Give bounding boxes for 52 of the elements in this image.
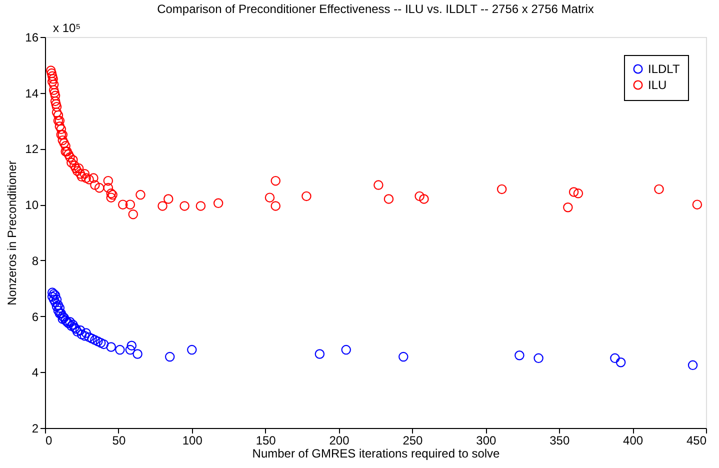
- point: [48, 294, 59, 304]
- point: [106, 342, 116, 352]
- point: [341, 344, 351, 355]
- point: [688, 360, 698, 370]
- y-tick-label: 8: [32, 254, 39, 268]
- point: [98, 339, 109, 350]
- point: [616, 357, 626, 368]
- x-tick-label: 100: [182, 434, 203, 448]
- point: [125, 344, 136, 355]
- y-tick-label: 16: [25, 30, 39, 44]
- point: [115, 344, 125, 355]
- point: [47, 292, 58, 302]
- x-tick-label: 0: [46, 434, 52, 448]
- x-tick-label: 150: [256, 434, 276, 448]
- x-tick-label: 450: [686, 434, 707, 448]
- point: [126, 340, 137, 350]
- point: [187, 344, 197, 355]
- point: [54, 303, 65, 313]
- x-tick-label: 50: [112, 434, 126, 448]
- point: [398, 352, 408, 362]
- y-tick-label: 6: [32, 310, 39, 324]
- x-axis-title: Number of GMRES iterations required to solve: [252, 446, 500, 460]
- chart-title: Comparison of Preconditioner Effectiveness -- ILU vs. ILDLT -- 2756 x 2756 Matrix: [157, 2, 594, 16]
- point: [81, 328, 92, 338]
- point: [76, 330, 87, 340]
- point: [75, 325, 86, 336]
- y-axis-title: Nonzeros in Preconditioner: [5, 160, 20, 306]
- text: x 10⁵: [53, 21, 81, 35]
- point: [96, 338, 106, 348]
- y-tick-label: 10: [25, 198, 39, 212]
- legend-label: ILU: [648, 78, 667, 92]
- point: [164, 352, 175, 362]
- x-tick-label: 350: [550, 434, 570, 448]
- point: [534, 353, 544, 364]
- point: [87, 334, 97, 344]
- y-tick-label: 4: [32, 366, 39, 380]
- point: [132, 349, 142, 359]
- point: [90, 335, 100, 345]
- legend-label: ILDLT: [648, 62, 680, 76]
- y-tick-label: 2: [32, 422, 39, 436]
- y-tick-label: 12: [25, 142, 39, 156]
- point: [314, 349, 325, 359]
- point: [80, 330, 90, 341]
- point: [84, 332, 94, 342]
- x-tick-label: 200: [329, 434, 350, 448]
- point: [610, 353, 620, 364]
- x-tick-label: 400: [623, 434, 644, 448]
- x-tick-label: 300: [476, 434, 496, 448]
- point: [93, 336, 103, 346]
- point: [514, 350, 524, 360]
- y-tick-label: 14: [25, 86, 39, 100]
- x-tick-label: 250: [402, 434, 424, 448]
